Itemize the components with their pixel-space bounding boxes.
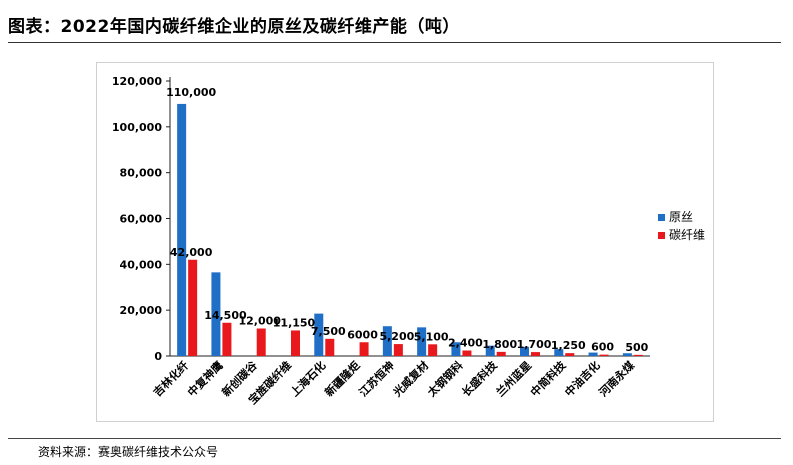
data-label: 7,500 (311, 325, 346, 338)
bar-carbon-fiber (188, 259, 198, 356)
footer-divider (8, 438, 781, 439)
y-tick-label: 40,000 (120, 258, 163, 271)
bar-precursor (417, 327, 427, 356)
bar-carbon-fiber (291, 330, 300, 356)
bar-precursor (485, 345, 495, 356)
data-label: 1,250 (551, 339, 586, 352)
x-category-label: 江苏恒神 (356, 358, 397, 399)
bar-carbon-fiber (428, 344, 438, 356)
x-category-label: 上海石化 (287, 358, 328, 399)
data-label: 1,800 (482, 338, 517, 351)
bar-carbon-fiber (462, 350, 472, 356)
data-label: 12,000 (238, 315, 281, 328)
bar-carbon-fiber (222, 322, 232, 356)
x-category-label: 光威复材 (390, 358, 432, 400)
bar-carbon-fiber (359, 342, 369, 356)
x-category-label: 中复神鹰 (185, 358, 226, 399)
x-category-label: 吉林化纤 (150, 358, 191, 399)
bar-carbon-fiber (325, 338, 335, 356)
bar-precursor (554, 349, 564, 356)
bar-precursor (382, 326, 392, 356)
bar-carbon-fiber (565, 353, 575, 356)
bar-precursor (520, 346, 529, 356)
data-label: 14,500 (204, 309, 247, 322)
x-category-label: 长盛科技 (459, 358, 501, 400)
x-category-label: 太钢钢科 (424, 358, 466, 400)
y-tick-label: 100,000 (112, 121, 162, 134)
bar-carbon-fiber (393, 344, 403, 356)
bar-carbon-fiber (496, 351, 506, 356)
data-label: 600 (591, 341, 614, 354)
bar-carbon-fiber (599, 354, 609, 356)
data-label: 11,150 (273, 316, 316, 329)
legend-swatch (658, 232, 665, 239)
data-label: 110,000 (166, 86, 216, 99)
x-category-label: 中油吉化 (562, 358, 603, 399)
bar-carbon-fiber (633, 354, 643, 356)
data-label: 42,000 (170, 246, 213, 259)
x-category-label: 河南永煤 (596, 358, 638, 400)
data-label: 6000 (347, 328, 378, 341)
legend-swatch (658, 214, 665, 221)
x-category-label: 中简科技 (527, 358, 569, 400)
legend-label: 碳纤维 (669, 228, 705, 242)
x-category-label: 兰州蓝星 (493, 358, 534, 399)
y-tick-label: 20,000 (120, 304, 163, 317)
bar-precursor (211, 272, 221, 356)
y-tick-label: 0 (154, 350, 162, 363)
data-label: 1,700 (517, 338, 552, 351)
y-tick-label: 120,000 (112, 75, 162, 88)
data-label: 5,200 (379, 330, 414, 343)
data-label: 500 (625, 341, 648, 354)
x-category-label: 新疆隆炬 (322, 358, 363, 399)
bar-carbon-fiber (256, 328, 266, 356)
title-divider (8, 42, 781, 43)
bar-precursor (622, 353, 632, 356)
chart-title: 图表：2022年国内碳纤维企业的原丝及碳纤维产能（吨） (8, 17, 460, 37)
source-note: 资料来源：赛奥碳纤维技术公众号 (38, 445, 219, 459)
data-label: 2,400 (448, 337, 483, 350)
y-tick-label: 80,000 (120, 167, 163, 180)
bar-carbon-fiber (531, 352, 540, 356)
y-tick-label: 60,000 (120, 213, 163, 226)
bar-precursor (177, 103, 187, 357)
data-label: 5,100 (414, 330, 449, 343)
bar-precursor (451, 342, 461, 356)
bar-precursor (588, 352, 598, 356)
legend-label: 原丝 (669, 210, 693, 224)
bar-precursor (314, 313, 324, 356)
chart-frame (96, 62, 714, 422)
